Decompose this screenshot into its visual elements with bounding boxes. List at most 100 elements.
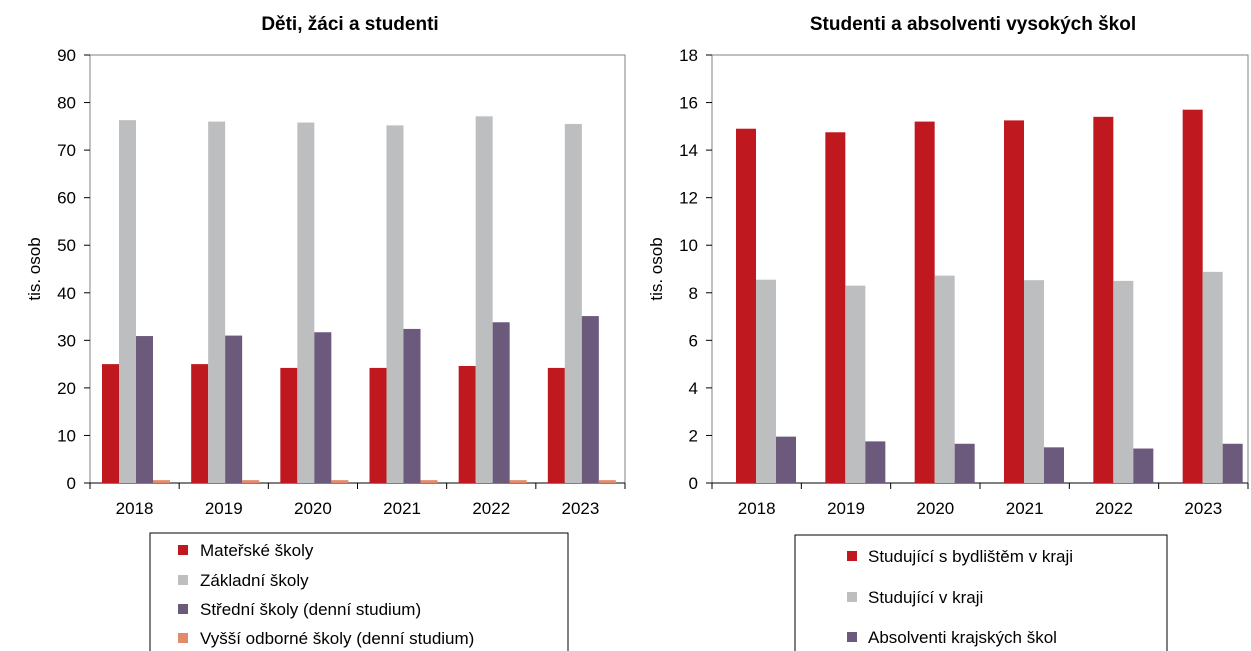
legend-label: Mateřské školy bbox=[200, 541, 314, 560]
bar bbox=[386, 125, 404, 483]
bar bbox=[403, 328, 421, 483]
bar bbox=[420, 480, 438, 483]
y-axis-label: tis. osob bbox=[25, 237, 44, 300]
bar bbox=[756, 279, 776, 483]
y-tick-label: 16 bbox=[679, 94, 698, 113]
y-tick-label: 14 bbox=[679, 141, 698, 160]
plot-frame bbox=[89, 54, 626, 484]
y-tick-label: 10 bbox=[57, 426, 76, 445]
legend-marker bbox=[847, 592, 857, 602]
bar bbox=[865, 441, 886, 483]
bar bbox=[225, 335, 243, 483]
y-tick-label: 0 bbox=[67, 474, 76, 493]
legend-marker bbox=[178, 575, 188, 585]
x-tick-label: 2022 bbox=[472, 499, 510, 518]
bar bbox=[1044, 447, 1064, 483]
legend: Studující s bydlištěm v kraji Studující v… bbox=[794, 534, 1168, 651]
bar bbox=[153, 480, 170, 483]
bar bbox=[242, 480, 260, 483]
y-tick-label: 8 bbox=[689, 284, 698, 303]
y-tick-label: 40 bbox=[57, 284, 76, 303]
bar bbox=[564, 123, 582, 483]
bar bbox=[191, 364, 209, 483]
legend-label: Střední školy (denní studium) bbox=[200, 600, 421, 619]
bar bbox=[776, 436, 796, 483]
y-tick-label: 0 bbox=[689, 474, 698, 493]
x-tick-label: 2019 bbox=[827, 499, 865, 518]
x-tick-label: 2020 bbox=[294, 499, 332, 518]
legend-marker bbox=[847, 632, 857, 642]
bar bbox=[509, 480, 527, 483]
bar bbox=[314, 332, 332, 483]
x-tick-label: 2020 bbox=[916, 499, 954, 518]
bar bbox=[1133, 448, 1154, 483]
y-tick-label: 70 bbox=[57, 141, 76, 160]
y-tick-label: 12 bbox=[679, 189, 698, 208]
bar bbox=[954, 443, 975, 483]
y-tick-label: 4 bbox=[689, 379, 698, 398]
y-tick-label: 90 bbox=[57, 46, 76, 65]
bar bbox=[736, 128, 756, 483]
bar bbox=[458, 366, 476, 483]
legend-marker bbox=[178, 604, 188, 614]
chart-title: Studenti a absolventi vysokých škol bbox=[810, 14, 1136, 35]
x-tick-label: 2019 bbox=[205, 499, 243, 518]
y-tick-label: 6 bbox=[689, 331, 698, 350]
y-tick-label: 20 bbox=[57, 379, 76, 398]
legend-label: Vyšší odborné školy (denní studium) bbox=[200, 629, 474, 648]
bar bbox=[1182, 109, 1203, 483]
x-tick-label: 2023 bbox=[562, 499, 600, 518]
legend-marker bbox=[847, 551, 857, 561]
x-tick-label: 2018 bbox=[116, 499, 154, 518]
legend-marker bbox=[178, 633, 188, 643]
y-tick-label: 60 bbox=[57, 189, 76, 208]
x-tick-label: 2023 bbox=[1184, 499, 1222, 518]
bar bbox=[369, 367, 387, 483]
legend-label: Absolventi krajských škol bbox=[868, 628, 1057, 647]
bar bbox=[825, 132, 846, 483]
x-tick-label: 2018 bbox=[738, 499, 776, 518]
bar bbox=[1093, 116, 1114, 484]
plot-frame bbox=[711, 54, 1249, 484]
bar bbox=[1202, 271, 1223, 483]
legend: Mateřské školy Základní školy Střední škol… bbox=[149, 532, 569, 651]
bar bbox=[119, 120, 136, 483]
bar bbox=[208, 121, 226, 484]
y-tick-label: 2 bbox=[689, 426, 698, 445]
bar bbox=[297, 122, 315, 483]
legend-label: Studující s bydlištěm v kraji bbox=[868, 547, 1073, 566]
legend-label: Základní školy bbox=[200, 571, 309, 590]
bar bbox=[492, 322, 510, 483]
legend-label: Studující v kraji bbox=[868, 588, 983, 607]
bar bbox=[914, 121, 935, 484]
bar bbox=[331, 480, 349, 483]
bar bbox=[581, 316, 599, 483]
bar bbox=[1004, 120, 1024, 483]
bar bbox=[547, 367, 565, 483]
chart-2: Studenti a absolventi vysokých škol tis. … bbox=[647, 14, 1249, 651]
legend-box bbox=[149, 532, 569, 651]
bar bbox=[845, 285, 866, 483]
bar bbox=[1024, 280, 1044, 483]
bar bbox=[102, 364, 119, 483]
bar bbox=[280, 367, 298, 483]
bar bbox=[1222, 443, 1243, 483]
y-tick-label: 80 bbox=[57, 94, 76, 113]
bar bbox=[475, 116, 493, 483]
chart-title: Děti, žáci a studenti bbox=[261, 14, 438, 35]
bar bbox=[1113, 280, 1134, 483]
y-tick-label: 10 bbox=[679, 236, 698, 255]
y-tick-label: 30 bbox=[57, 331, 76, 350]
x-tick-label: 2021 bbox=[1006, 499, 1044, 518]
bar bbox=[136, 336, 153, 483]
x-tick-label: 2022 bbox=[1095, 499, 1133, 518]
bar bbox=[598, 480, 616, 483]
y-tick-label: 50 bbox=[57, 236, 76, 255]
y-axis-label: tis. osob bbox=[647, 237, 666, 300]
chart-1: Děti, žáci a studenti tis. osob 0 10 20 30 40 5… bbox=[25, 14, 626, 651]
y-tick-label: 18 bbox=[679, 46, 698, 65]
bar bbox=[934, 275, 955, 483]
x-tick-label: 2021 bbox=[383, 499, 421, 518]
legend-marker bbox=[178, 545, 188, 555]
